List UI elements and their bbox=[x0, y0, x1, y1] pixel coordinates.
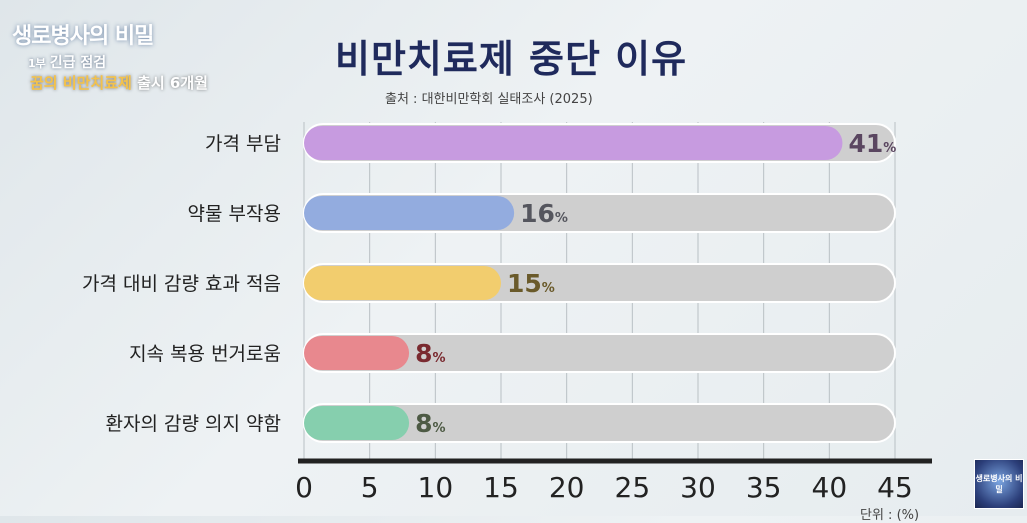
chart-source: 출처 : 대한비만학회 실태조사 (2025) bbox=[385, 92, 593, 107]
x-tick-label: 5 bbox=[361, 471, 379, 504]
segment-title: 긴급 점검 bbox=[49, 55, 107, 71]
bar bbox=[304, 336, 410, 370]
value-unit: % bbox=[542, 281, 555, 296]
category-label: 가격 부담 bbox=[205, 133, 281, 155]
category-label: 환자의 감량 의지 약함 bbox=[106, 413, 281, 435]
x-tick-label: 20 bbox=[549, 471, 585, 504]
value-unit: % bbox=[555, 211, 568, 226]
subtitle-highlight: 꿈의 비만치료제 bbox=[30, 74, 132, 92]
value-unit: % bbox=[883, 141, 896, 156]
x-tick-label: 25 bbox=[615, 471, 651, 504]
category-label: 가격 대비 감량 효과 적음 bbox=[82, 273, 281, 295]
x-tick-label: 15 bbox=[483, 471, 519, 504]
episode-caption: 1부 긴급 점검 bbox=[28, 52, 106, 72]
value-unit: % bbox=[432, 421, 445, 436]
x-tick-label: 45 bbox=[877, 471, 913, 504]
x-tick-label: 10 bbox=[418, 471, 454, 504]
subtitle-caption: 꿈의 비만치료제 출시 6개월 bbox=[30, 72, 208, 93]
bar bbox=[304, 406, 410, 440]
episode-number: 1부 bbox=[28, 57, 46, 70]
x-tick-label: 40 bbox=[812, 471, 848, 504]
x-tick-label: 35 bbox=[746, 471, 782, 504]
show-logo: 생로병사의 비밀 bbox=[12, 24, 154, 49]
unit-label: 단위 : (%) bbox=[860, 508, 920, 523]
x-tick-label: 0 bbox=[295, 471, 313, 504]
category-label: 지속 복용 번거로움 bbox=[129, 343, 281, 365]
category-label: 약물 부작용 bbox=[188, 203, 281, 225]
bar bbox=[304, 196, 515, 230]
value-unit: % bbox=[432, 351, 445, 366]
x-tick-label: 30 bbox=[680, 471, 716, 504]
subtitle-rest: 출시 6개월 bbox=[137, 74, 208, 92]
bar bbox=[304, 126, 843, 160]
chart-title: 비만치료제 중단 이유 bbox=[335, 37, 688, 81]
corner-logo: 생로병사의 비밀 bbox=[974, 459, 1024, 509]
bar bbox=[304, 266, 501, 300]
